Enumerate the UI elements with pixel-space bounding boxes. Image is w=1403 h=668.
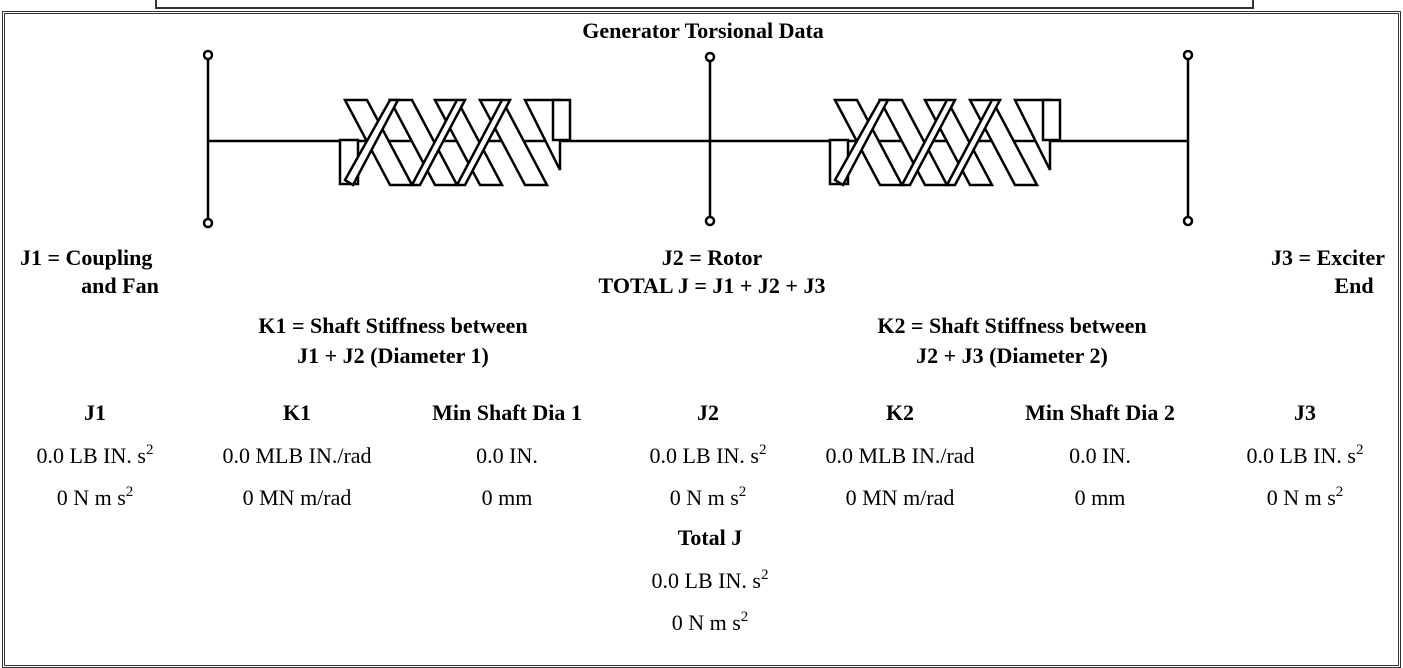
superscript: 2 <box>125 484 134 500</box>
superscript: 2 <box>740 609 749 625</box>
value-text: 0.0 MLB IN./rad <box>222 443 372 468</box>
value-cell: 0 mm <box>1075 485 1126 511</box>
column-header: J1 <box>84 400 106 425</box>
value-text: 0 mm <box>1074 485 1126 510</box>
top-panel-edge <box>155 0 1254 9</box>
value-cell: 0 N m s2 <box>57 485 134 511</box>
value-cell: 0.0 LB IN. s2 <box>652 568 769 594</box>
value-text: 0.0 MLB IN./rad <box>825 443 975 468</box>
value-text: 0 N m s <box>56 485 126 510</box>
frame <box>2 11 1401 668</box>
value-text: 0.0 IN. <box>476 443 538 468</box>
value-text: 0.0 LB IN. s <box>36 443 146 468</box>
value-cell: 0 N m s2 <box>670 485 747 511</box>
column-header: Min Shaft Dia 2 <box>1025 400 1175 425</box>
value-text: 0 N m s <box>1266 485 1336 510</box>
value-cell: 0.0 IN. <box>1069 443 1131 469</box>
superscript: 2 <box>1335 484 1344 500</box>
column-header: K1 <box>282 400 312 425</box>
value-text: 0.0 IN. <box>1069 443 1131 468</box>
value-cell: 0 MN m/rad <box>243 485 352 511</box>
value-text: 0 N m s <box>669 485 739 510</box>
column-header: J3 <box>1294 400 1316 425</box>
j2-label: J2 = Rotor <box>661 245 763 270</box>
value-cell: 0 N m s2 <box>1267 485 1344 511</box>
value-cell: 0.0 LB IN. s2 <box>650 443 767 469</box>
total-j-formula: TOTAL J = J1 + J2 + J3 <box>598 273 826 298</box>
value-text: 0.0 LB IN. s <box>651 568 761 593</box>
column-header: K2 <box>885 400 915 425</box>
j1-label: and Fan <box>81 273 159 298</box>
value-cell: 0 N m s2 <box>672 610 749 636</box>
value-text: 0 mm <box>481 485 533 510</box>
j1-label: J1 = Coupling <box>20 245 153 270</box>
value-cell: 0.0 LB IN. s2 <box>1247 443 1364 469</box>
value-cell: 0.0 MLB IN./rad <box>825 443 974 469</box>
value-cell: 0.0 LB IN. s2 <box>37 443 154 469</box>
value-cell: 0.0 MLB IN./rad <box>222 443 371 469</box>
superscript: 2 <box>738 484 747 500</box>
column-header: J2 <box>697 400 719 425</box>
value-text: 0.0 LB IN. s <box>1246 443 1356 468</box>
superscript: 2 <box>760 567 769 583</box>
k1-label: J1 + J2 (Diameter 1) <box>297 343 489 368</box>
value-text: 0.0 LB IN. s <box>649 443 759 468</box>
k2-label: K2 = Shaft Stiffness between <box>877 313 1147 338</box>
title: Generator Torsional Data <box>582 18 824 43</box>
column-header: Min Shaft Dia 1 <box>432 400 582 425</box>
value-cell: 0 MN m/rad <box>846 485 955 511</box>
k1-label: K1 = Shaft Stiffness between <box>258 313 528 338</box>
j3-label: J3 = Exciter <box>1271 245 1385 270</box>
value-text: 0 MN m/rad <box>845 485 955 510</box>
superscript: 2 <box>1355 442 1364 458</box>
j3-label: End <box>1334 273 1374 298</box>
superscript: 2 <box>145 442 154 458</box>
value-cell: 0.0 IN. <box>476 443 538 469</box>
value-text: 0 N m s <box>671 610 741 635</box>
total-header: Total J <box>677 525 743 550</box>
superscript: 2 <box>758 442 767 458</box>
value-text: 0 MN m/rad <box>242 485 352 510</box>
k2-label: J2 + J3 (Diameter 2) <box>916 343 1108 368</box>
value-cell: 0 mm <box>482 485 533 511</box>
